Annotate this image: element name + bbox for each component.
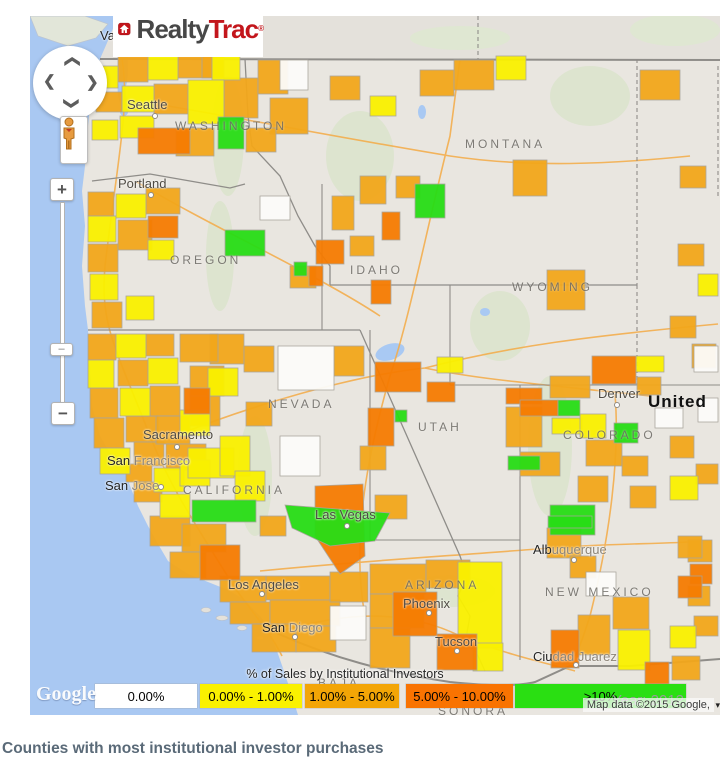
city-marker-denver [614, 402, 620, 408]
city-marker-seattle [152, 113, 158, 119]
street-view-pegman-control[interactable] [60, 116, 88, 164]
zoom-in-button[interactable]: + [50, 178, 74, 201]
legend-item-5-10pct: 5.00% - 10.00% [406, 684, 513, 708]
legend-title: % of Sales by Institutional Investors [246, 667, 444, 681]
map-artwork[interactable] [30, 16, 720, 715]
zoom-out-button[interactable]: − [51, 402, 75, 425]
pan-down-arrow-icon[interactable]: ❯ [62, 97, 80, 110]
pegman-icon [63, 117, 75, 150]
legend-item-0pct: 0.00% [95, 684, 197, 708]
google-logo-watermark: Google [36, 683, 96, 705]
city-marker-albuquerque [571, 557, 577, 563]
map-attribution: Map data ©2015 Google, [582, 698, 714, 712]
pan-up-arrow-icon[interactable]: ❯ [62, 55, 80, 68]
city-marker-portland [148, 192, 154, 198]
city-marker-sacramento [174, 444, 180, 450]
realtytrac-house-icon [118, 22, 131, 35]
pacific-ocean [30, 16, 298, 715]
vancouver-island [30, 16, 109, 47]
figure-caption: Counties with most institutional investo… [2, 740, 384, 757]
logo-registered-mark: ® [258, 23, 264, 33]
city-marker-ciudad-juarez [573, 662, 579, 668]
legend-item-1-5pct: 1.00% - 5.00% [305, 684, 399, 708]
city-marker-san-jose [158, 484, 164, 490]
city-marker-los-angeles [259, 591, 265, 597]
city-marker-las-vegas [344, 523, 350, 529]
zoom-slider-track[interactable] [60, 202, 65, 410]
city-marker-san-diego [292, 634, 298, 640]
realtytrac-logo: RealtyTrac® [113, 0, 264, 57]
pan-left-arrow-icon[interactable]: ❯ [43, 74, 56, 91]
logo-text-trac: Trac [208, 13, 259, 44]
attribution-dropdown-arrow-icon[interactable]: ▾ [715, 700, 720, 710]
counties-over-10pct-group[interactable] [191, 116, 639, 547]
pan-right-arrow-icon[interactable]: ❯ [86, 74, 99, 91]
map-canvas[interactable]: Va Seattle Portland Sacramento San Franc… [30, 16, 720, 715]
pan-control[interactable]: ❯ ❯ ❯ ❯ [33, 46, 107, 120]
counties-5-10pct-group[interactable] [137, 127, 713, 685]
city-marker-tucson [454, 648, 460, 654]
city-marker-phoenix [426, 610, 432, 616]
zoom-slider-handle[interactable]: – [50, 343, 73, 356]
logo-text-realty: Realty [136, 13, 210, 44]
legend-item-0-1pct: 0.00% - 1.00% [200, 684, 302, 708]
counties-0pct-group[interactable] [259, 59, 719, 641]
